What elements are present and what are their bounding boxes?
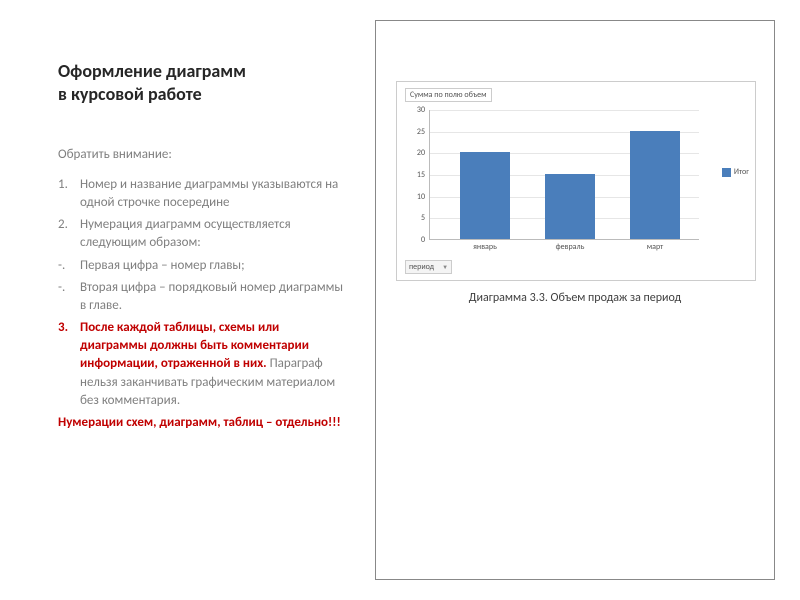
title-line1: Оформление диаграмм: [58, 60, 246, 82]
chart-filter-dropdown[interactable]: период ▼: [405, 260, 452, 274]
footer-warning: Нумерации схем, диаграмм, таблиц – отдел…: [58, 414, 348, 432]
chart-legend: Итог: [722, 167, 749, 177]
page-title: Оформление диаграмм в курсовой работе: [58, 60, 348, 107]
x-axis-label: март: [625, 242, 685, 252]
list-item: -.Первая цифра – номер главы;: [58, 257, 348, 275]
y-axis-label: 30: [417, 105, 425, 115]
list-item: -.Вторая цифра – порядковый номер диагра…: [58, 279, 348, 315]
list-item: 3.После каждой таблицы, схемы или диагра…: [58, 319, 348, 410]
chart-bar: [545, 174, 595, 239]
title-line2: в курсовой работе: [58, 83, 202, 105]
legend-label: Итог: [734, 167, 749, 177]
chart-bar: [630, 131, 680, 239]
list-item: 2.Нумерация диаграмм осуществляется след…: [58, 216, 348, 252]
legend-swatch: [722, 168, 731, 177]
chart-caption: Диаграмма 3.3. Объем продаж за период: [376, 291, 774, 305]
notes-list: 1.Номер и название диаграммы указываются…: [58, 176, 348, 432]
chart-bar: [460, 152, 510, 239]
left-panel: Оформление диаграмм в курсовой работе Об…: [58, 60, 348, 432]
subtitle: Обратить внимание:: [58, 147, 348, 162]
list-item: 1.Номер и название диаграммы указываются…: [58, 176, 348, 212]
chart-plot-area: 051015202530январьфевральмарт: [429, 110, 699, 240]
y-axis-label: 20: [417, 148, 425, 158]
y-axis-label: 15: [417, 170, 425, 180]
x-axis-label: февраль: [540, 242, 600, 252]
x-axis-label: январь: [455, 242, 515, 252]
right-panel: Сумма по полю объем 051015202530январьфе…: [375, 20, 775, 580]
y-axis-label: 5: [421, 213, 425, 223]
y-axis-label: 10: [417, 192, 425, 202]
chevron-down-icon: ▼: [442, 263, 448, 271]
y-axis-label: 0: [421, 235, 425, 245]
chart-container: Сумма по полю объем 051015202530январьфе…: [396, 81, 756, 281]
chart-filter-label: период: [409, 262, 434, 272]
chart-axis-title: Сумма по полю объем: [405, 88, 492, 102]
y-axis-label: 25: [417, 127, 425, 137]
